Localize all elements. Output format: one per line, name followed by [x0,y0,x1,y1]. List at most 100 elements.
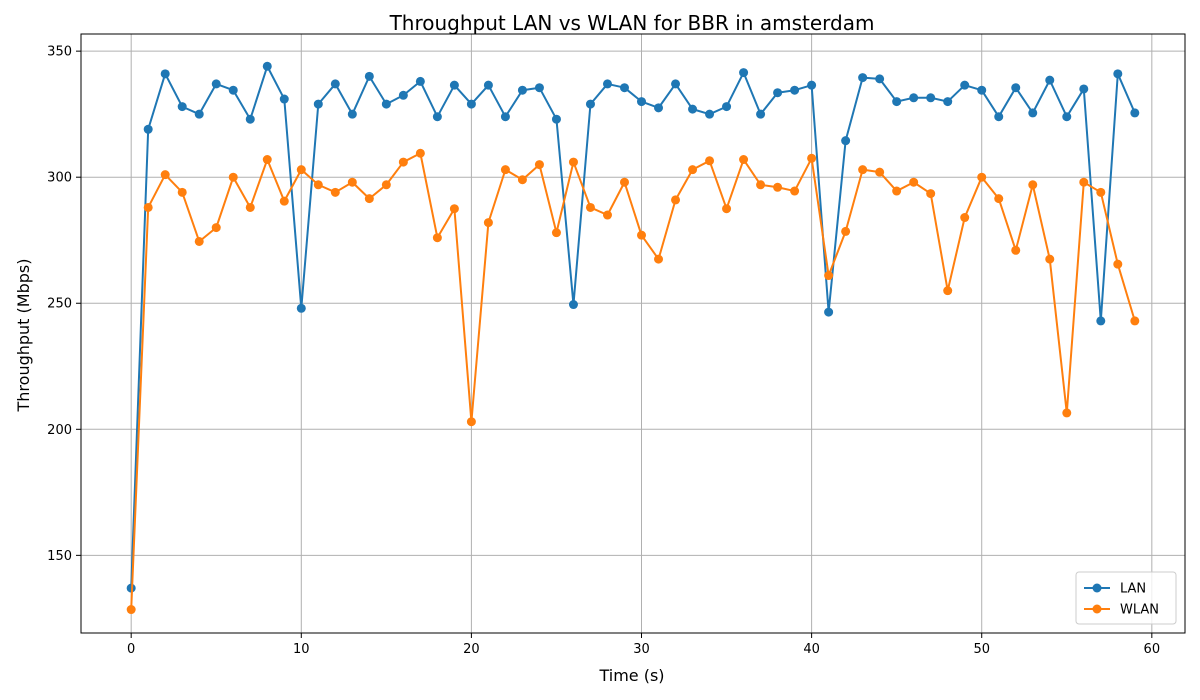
lan-data-point [824,307,834,317]
wlan-data-point [875,167,885,177]
wlan-data-point [943,286,953,296]
lan-series [126,61,1140,593]
plot-area-frame [80,33,1186,634]
wlan-data-point [296,165,306,175]
wlan-data-point [671,195,681,205]
legend: LAN WLAN [1075,571,1177,625]
wlan-data-point [551,228,561,238]
wlan-data-point [756,180,766,190]
lan-data-point [211,79,221,89]
wlan-data-point [143,202,153,212]
lan-data-point [943,97,953,107]
wlan-data-point [739,155,749,165]
lan-data-point [517,85,527,95]
lan-data-point [466,99,476,109]
lan-data-point [483,80,493,90]
lan-data-point [994,112,1004,122]
lan-data-point [926,93,936,103]
lan-data-point [568,300,578,310]
wlan-data-point [705,156,715,166]
lan-data-point [892,97,902,107]
lan-data-point [1113,69,1123,79]
lan-data-point [415,76,425,86]
wlan-data-point [568,157,578,167]
lan-data-point [960,80,970,90]
lan-data-point [330,79,340,89]
lan-data-point [688,104,698,114]
wlan-data-point [398,157,408,167]
lan-data-point [807,80,817,90]
grid-lines [81,34,1185,633]
lan-data-point [1028,108,1038,118]
wlan-data-point [330,187,340,197]
wlan-data-point [1011,245,1021,255]
wlan-data-point [194,236,204,246]
wlan-data-point [722,204,732,214]
wlan-data-point [449,204,459,214]
wlan-data-point [619,177,629,187]
lan-data-point [875,74,885,84]
x-tick-label: 20 [463,642,480,657]
chart-title: Throughput LAN vs WLAN for BBR in amster… [389,11,875,35]
lan-data-point [841,136,851,146]
wlan-data-point [977,172,987,182]
x-tick-label: 10 [293,642,310,657]
lan-data-point [500,112,510,122]
lan-data-point [245,114,255,124]
lan-data-point [585,99,595,109]
wlan-data-point [177,187,187,197]
wlan-data-point [466,417,476,427]
lan-data-point [858,73,868,83]
lan-data-point [705,109,715,119]
lan-data-point [739,68,749,78]
wlan-data-point [926,189,936,199]
wlan-legend-marker [1092,604,1102,614]
wlan-data-point [262,155,272,165]
y-tick-label: 200 [47,423,72,438]
lan-legend-label: LAN [1120,582,1146,597]
wlan-data-point [688,165,698,175]
lan-data-point [534,83,544,93]
wlan-data-point [534,160,544,170]
lan-data-point [194,109,204,119]
lan-data-point [619,83,629,93]
wlan-data-point [432,233,442,243]
y-tick-label: 300 [47,171,72,186]
wlan-data-point [773,182,783,192]
lan-data-point [551,114,561,124]
lan-data-point [756,109,766,119]
lan-data-point [790,85,800,95]
x-axis-title: Time (s) [598,666,664,685]
wlan-data-point [1079,177,1089,187]
wlan-data-point [126,605,136,615]
lan-data-point [449,80,459,90]
y-tick-label: 150 [47,549,72,564]
wlan-data-point [585,202,595,212]
wlan-data-point [994,194,1004,204]
wlan-data-point [364,194,374,204]
lan-data-point [381,99,391,109]
wlan-data-point [858,165,868,175]
x-tick-label: 50 [973,642,990,657]
lan-data-point [1079,84,1089,94]
lan-data-point [637,97,647,107]
wlan-data-point [1045,254,1055,264]
lan-data-point [313,99,323,109]
lan-data-point [1130,108,1140,118]
wlan-legend-label: WLAN [1120,603,1159,618]
wlan-data-point [1096,187,1106,197]
lan-data-point [977,85,987,95]
lan-data-point [177,102,187,112]
x-tick-label: 60 [1144,642,1161,657]
wlan-data-point [160,170,170,180]
lan-data-point [671,79,681,89]
wlan-data-point [909,177,919,187]
wlan-data-point [517,175,527,185]
lan-legend-marker [1092,583,1102,593]
x-tick-label: 40 [803,642,820,657]
lan-data-point [722,102,732,112]
wlan-data-point [1113,259,1123,269]
wlan-data-point [211,223,221,233]
wlan-data-point [824,271,834,281]
